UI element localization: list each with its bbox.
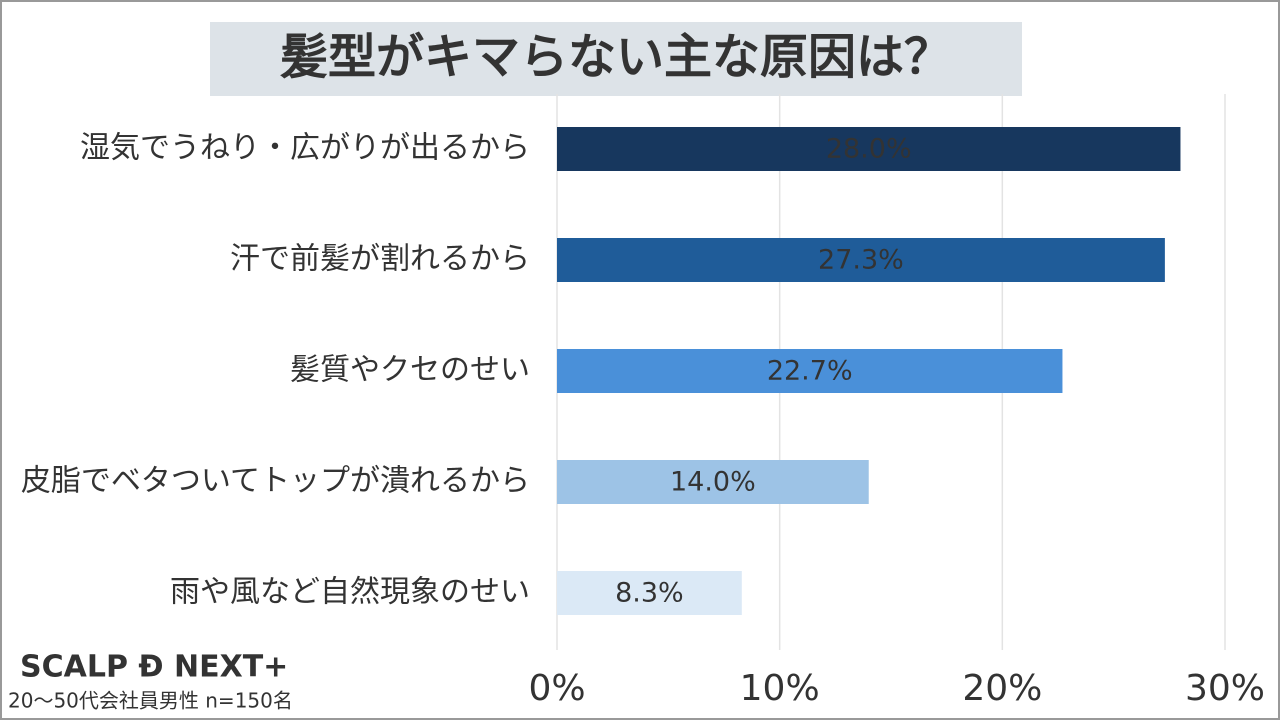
bar [557, 460, 869, 504]
bar [557, 571, 742, 615]
y-tick-label: 髪質やクセのせい [290, 353, 530, 388]
x-tick-label: 30% [1185, 668, 1265, 709]
bar [557, 127, 1181, 171]
x-tick-label: 10% [740, 668, 820, 709]
y-tick-label: 汗で前髪が割れるから [230, 242, 530, 277]
brand: SCALP Ð NEXT+ [20, 650, 288, 685]
value-label: 22.7% [767, 356, 853, 387]
title-bg [210, 22, 1022, 96]
chart-title: 髪型がキマらない主な原因は？ [280, 29, 952, 85]
bar [557, 238, 1165, 282]
y-tick-label: 皮脂でベタついてトップが潰れるから [21, 464, 530, 499]
x-tick-label: 20% [962, 668, 1042, 709]
y-tick-label: 湿気でうねり・広がりが出るから [80, 131, 530, 166]
y-tick-label: 雨や風など自然現象のせい [170, 575, 530, 610]
value-label: 27.3% [818, 245, 904, 276]
value-label: 28.0% [826, 134, 912, 165]
bar [557, 349, 1063, 393]
x-tick-label: 0% [528, 668, 585, 709]
value-label: 14.0% [670, 467, 756, 498]
note: 20～50代会社員男性 n=150名 [8, 689, 293, 713]
value-label: 8.3% [615, 578, 684, 609]
